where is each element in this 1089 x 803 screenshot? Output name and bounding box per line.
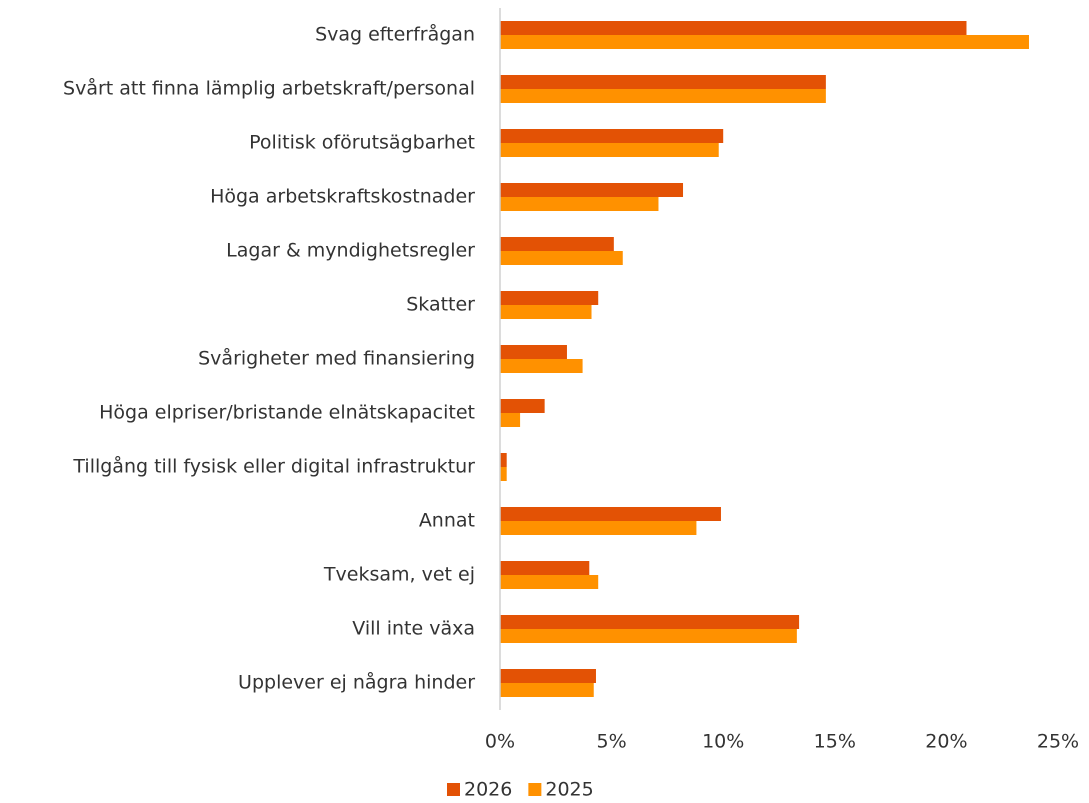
bar [500,197,659,211]
bar [500,399,545,413]
bar [500,89,826,103]
bar [500,183,684,197]
x-tick-label: 0% [485,731,515,753]
bar [500,561,590,575]
bar [500,251,623,265]
category-label: Höga elpriser/bristande elnätskapacitet [99,402,475,424]
bar [500,237,614,251]
bar [500,21,967,35]
category-label: Vill inte växa [352,618,475,640]
bar [500,507,721,521]
x-tick-label: 5% [597,731,627,753]
category-label: Svårigheter med finansiering [198,347,475,370]
bar [500,453,507,467]
category-label: Svag efterfrågan [315,23,475,46]
x-tick-label: 25% [1037,731,1079,753]
legend-swatch [528,783,542,796]
bar [500,575,599,589]
category-label: Svårt att finna lämplig arbetskraft/pers… [63,77,475,100]
legend-swatch [447,783,460,796]
bar [500,615,800,629]
category-label: Annat [419,510,475,532]
x-tick-label: 10% [702,731,744,753]
category-label: Politisk oförutsägbarhet [249,132,475,154]
bar [500,629,797,643]
bar [500,467,507,481]
category-label: Upplever ej några hinder [238,671,475,694]
bar [500,129,724,143]
category-label: Tillgång till fysisk eller digital infra… [72,455,475,478]
x-tick-label: 20% [925,731,967,753]
bar [500,291,599,305]
x-tick-label: 15% [814,731,856,753]
legend-label: 2025 [545,779,593,801]
bar [500,521,697,535]
bar [500,669,596,683]
bar [500,143,719,157]
bar [500,683,594,697]
category-label: Skatter [406,294,475,316]
bar [500,305,592,319]
bar [500,345,567,359]
bar [500,413,521,427]
bar [500,75,826,89]
category-label: Lagar & myndighetsregler [226,240,475,262]
bar [500,359,583,373]
bar [500,35,1029,49]
category-label: Tveksam, vet ej [323,564,475,586]
category-label: Höga arbetskraftskostnader [210,186,475,208]
legend-label: 2026 [464,779,512,801]
